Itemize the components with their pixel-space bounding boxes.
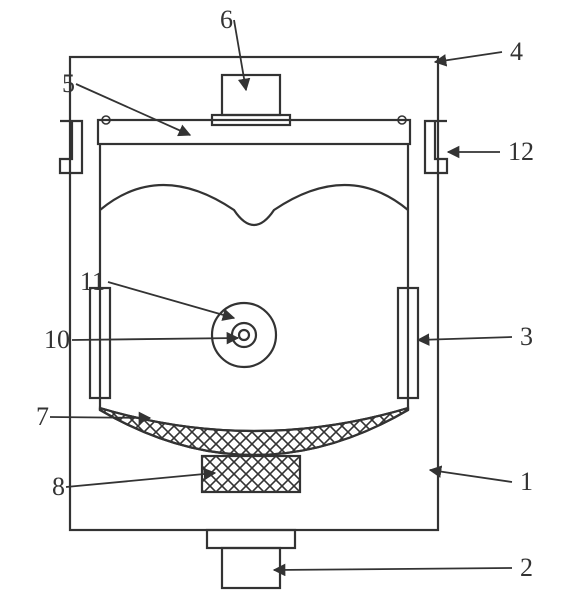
label-10: 10	[44, 325, 70, 354]
leader-11	[108, 282, 234, 318]
bottom-motor	[222, 548, 280, 588]
leader-8	[66, 473, 215, 487]
label-5: 5	[62, 69, 75, 98]
label-7: 7	[36, 402, 49, 431]
label-12: 12	[508, 137, 534, 166]
rotor-mid	[232, 323, 256, 347]
lid	[98, 120, 410, 144]
rotor-center	[239, 330, 249, 340]
leader-4	[435, 52, 502, 62]
leader-6	[234, 20, 246, 90]
bottom-filter-block	[202, 456, 300, 492]
label-2: 2	[520, 553, 533, 582]
leader-5	[76, 84, 190, 135]
leader-2	[274, 568, 512, 570]
label-1: 1	[520, 467, 533, 496]
label-11: 11	[80, 267, 105, 296]
label-8: 8	[52, 472, 65, 501]
liquid-surface	[100, 185, 408, 225]
label-3: 3	[520, 322, 533, 351]
rotor-outer	[212, 303, 276, 367]
inner-vessel	[100, 144, 408, 455]
top-motor	[222, 75, 280, 115]
leader-1	[430, 470, 512, 482]
leader-3	[418, 337, 512, 340]
label-6: 6	[220, 5, 233, 34]
geometry-group	[60, 57, 447, 588]
engineering-diagram: 12345678101112	[0, 0, 567, 599]
leader-7	[50, 417, 150, 418]
label-4: 4	[510, 37, 523, 66]
